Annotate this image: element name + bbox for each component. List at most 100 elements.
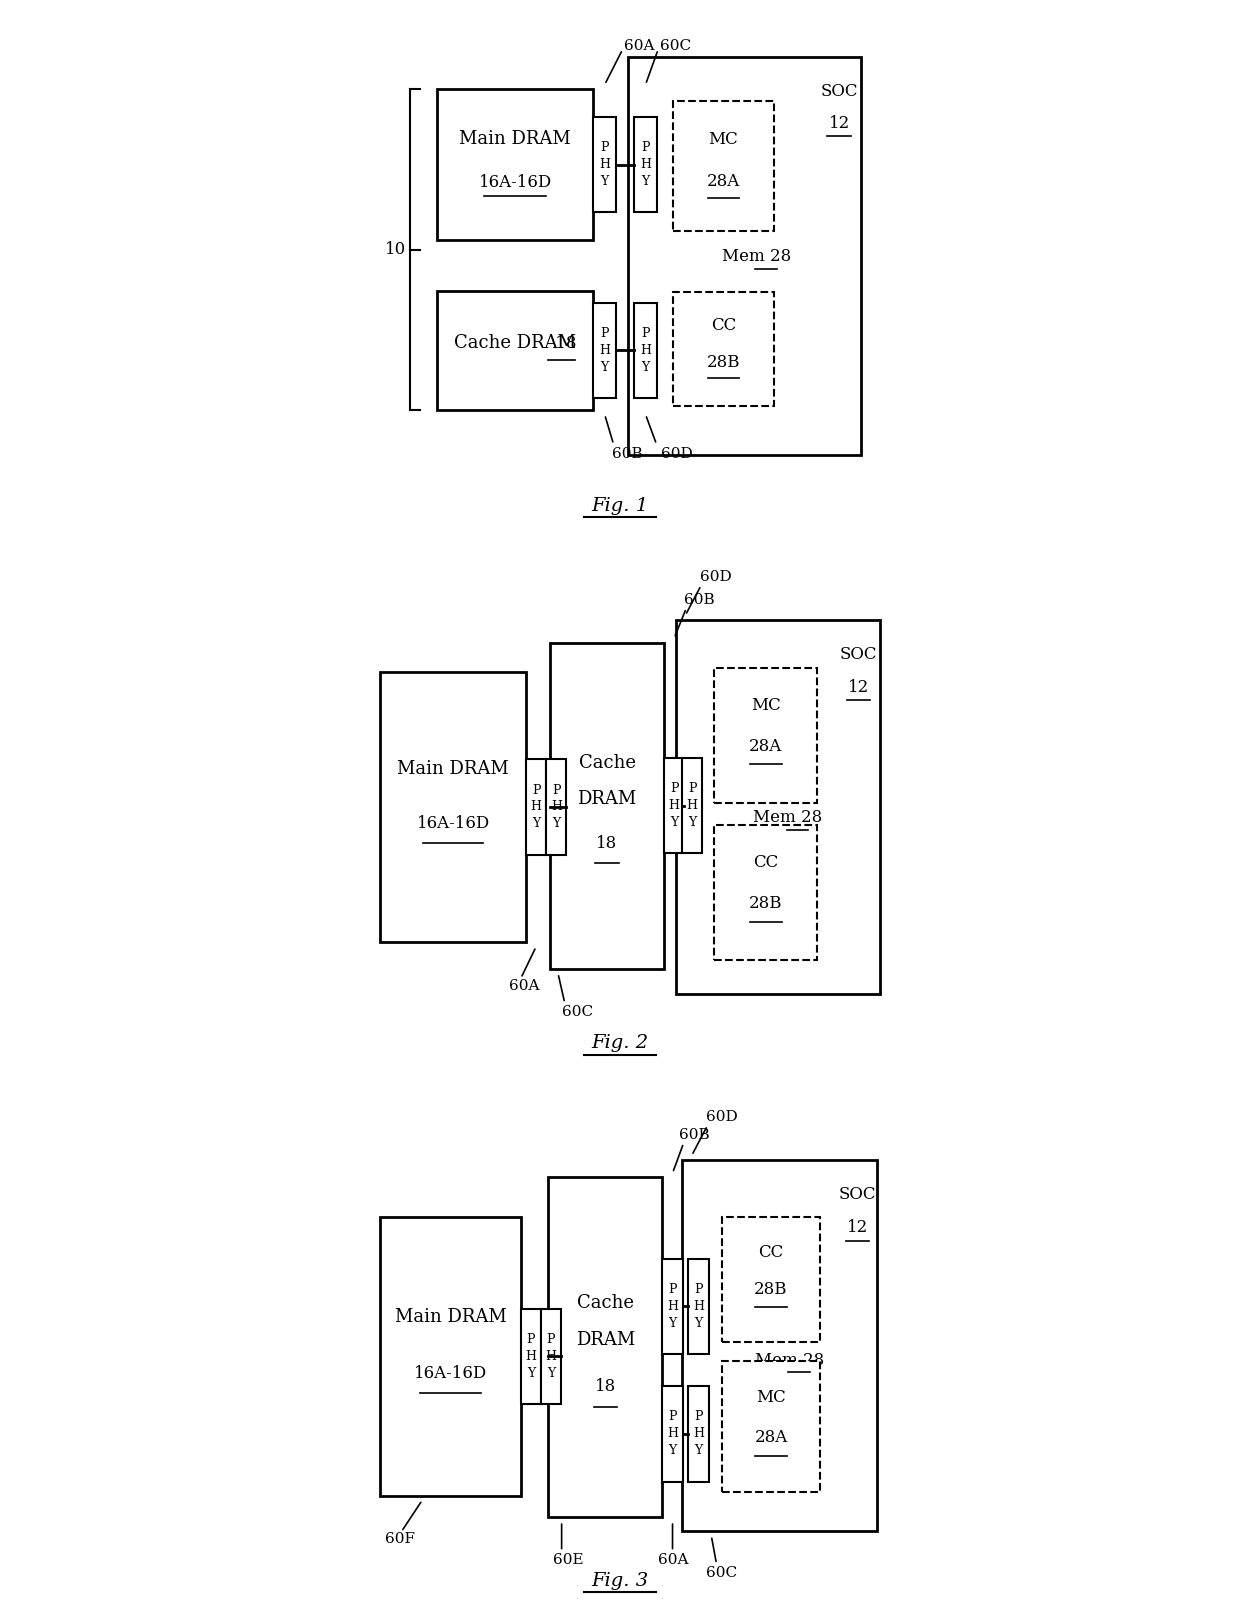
Bar (627, 56, 862, 455)
Text: Fig. 1: Fig. 1 (591, 497, 649, 515)
Text: 60C: 60C (660, 39, 691, 53)
Text: DRAM: DRAM (575, 1332, 635, 1349)
Bar (547, 759, 567, 855)
Text: Y: Y (600, 362, 609, 374)
Text: Fig. 3: Fig. 3 (591, 1572, 649, 1590)
Text: Y: Y (668, 1317, 677, 1330)
Text: 10: 10 (384, 240, 407, 258)
Text: H: H (687, 799, 698, 812)
Text: Y: Y (552, 817, 560, 831)
Text: Cache: Cache (579, 754, 636, 771)
Bar (541, 1309, 562, 1404)
Text: MC: MC (708, 131, 738, 148)
Text: Main DRAM: Main DRAM (394, 1309, 506, 1327)
Text: Y: Y (670, 817, 678, 830)
Text: Main DRAM: Main DRAM (459, 131, 572, 148)
Text: Mem 28: Mem 28 (755, 1353, 825, 1369)
Text: Y: Y (527, 1367, 534, 1380)
Bar (594, 116, 616, 213)
Text: 16A-16D: 16A-16D (417, 815, 490, 831)
Text: 60A: 60A (624, 39, 655, 53)
Bar (682, 1160, 878, 1532)
Text: P: P (600, 328, 609, 341)
Text: H: H (667, 1299, 678, 1312)
Text: 60A: 60A (658, 1554, 688, 1567)
Bar (521, 1309, 541, 1404)
Bar (381, 671, 526, 943)
Text: Cache: Cache (577, 1294, 634, 1312)
Bar (714, 668, 817, 804)
Text: MC: MC (750, 697, 780, 713)
Text: 60F: 60F (386, 1532, 415, 1546)
Text: P: P (552, 783, 560, 797)
Text: P: P (547, 1333, 556, 1346)
Text: CC: CC (759, 1244, 784, 1261)
Text: 60E: 60E (553, 1554, 583, 1567)
Text: H: H (640, 158, 651, 171)
Text: H: H (693, 1299, 704, 1312)
Bar (673, 100, 774, 231)
Bar (688, 1386, 708, 1482)
Text: 16A-16D: 16A-16D (479, 174, 552, 192)
Bar (662, 1259, 682, 1354)
Text: Y: Y (600, 176, 609, 189)
Bar (436, 291, 594, 410)
Text: H: H (668, 799, 680, 812)
Bar (551, 642, 665, 968)
Text: Fig. 2: Fig. 2 (591, 1035, 649, 1052)
Text: H: H (640, 344, 651, 357)
Bar (548, 1177, 662, 1517)
Text: 28B: 28B (707, 353, 740, 371)
Text: Y: Y (547, 1367, 556, 1380)
Text: Main DRAM: Main DRAM (397, 760, 508, 778)
Text: 28A: 28A (754, 1428, 787, 1446)
Text: H: H (551, 801, 562, 813)
Bar (526, 759, 547, 855)
Text: 60B: 60B (613, 447, 642, 460)
Text: Mem 28: Mem 28 (754, 810, 822, 826)
Text: 60B: 60B (684, 592, 714, 607)
Bar (714, 825, 817, 960)
Text: H: H (599, 158, 610, 171)
Bar (665, 759, 684, 854)
Bar (673, 292, 774, 405)
Text: P: P (527, 1333, 536, 1346)
Text: P: P (668, 1283, 677, 1296)
Bar (635, 116, 657, 213)
Text: Mem 28: Mem 28 (722, 247, 791, 265)
Text: P: P (641, 328, 650, 341)
Text: P: P (694, 1283, 703, 1296)
Bar (381, 1217, 521, 1496)
Text: P: P (532, 783, 541, 797)
Text: 60D: 60D (699, 570, 732, 584)
Text: P: P (694, 1411, 703, 1424)
Text: H: H (693, 1427, 704, 1440)
Text: 28B: 28B (749, 894, 782, 912)
Text: 16A-16D: 16A-16D (414, 1365, 487, 1382)
Text: P: P (668, 1411, 677, 1424)
Text: Y: Y (532, 817, 541, 831)
Text: H: H (546, 1349, 557, 1362)
Bar (662, 1386, 682, 1482)
Text: CC: CC (753, 854, 779, 872)
Text: Cache DRAM: Cache DRAM (454, 334, 577, 352)
Text: 28A: 28A (749, 738, 782, 755)
Text: H: H (667, 1427, 678, 1440)
Bar (676, 620, 880, 994)
Text: 12: 12 (848, 679, 869, 696)
Text: Y: Y (694, 1445, 703, 1457)
Text: 60A: 60A (510, 978, 539, 993)
Text: 60B: 60B (680, 1128, 711, 1143)
Bar (436, 89, 594, 240)
Text: Y: Y (668, 1445, 677, 1457)
Text: Y: Y (694, 1317, 703, 1330)
Text: 18: 18 (549, 334, 577, 352)
Text: SOC: SOC (839, 646, 878, 663)
Text: 60C: 60C (706, 1566, 737, 1580)
Text: MC: MC (756, 1390, 786, 1406)
Text: 28B: 28B (754, 1282, 787, 1298)
Text: 18: 18 (596, 834, 618, 852)
Text: P: P (688, 783, 697, 796)
Bar (635, 303, 657, 399)
Text: H: H (526, 1349, 537, 1362)
